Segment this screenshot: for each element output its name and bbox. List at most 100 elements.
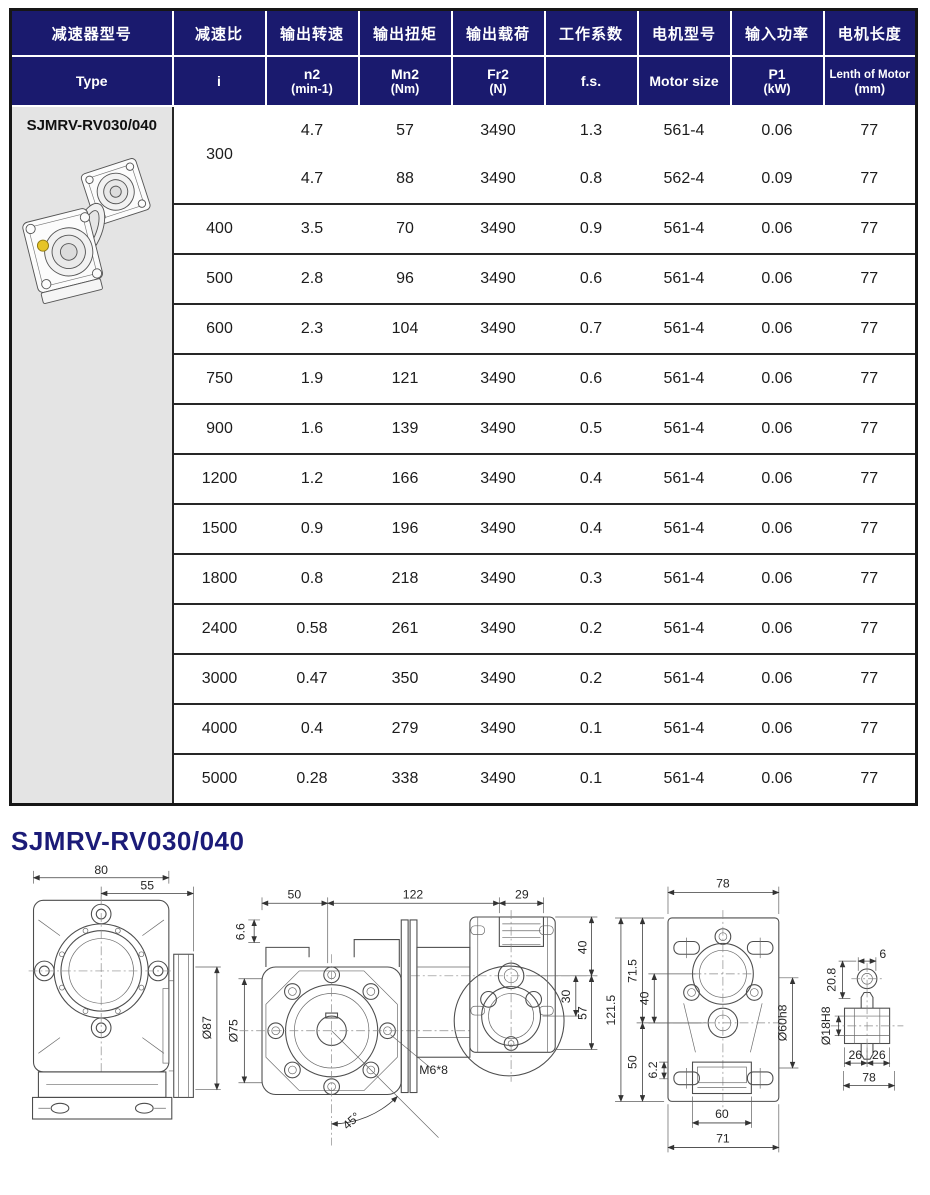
value-cell: 0.28 [265,753,359,805]
spec-table-header: 减速器型号 减速比 输出转速 输出扭矩 输出载荷 工作系数 电机型号 输入功率 … [9,8,918,107]
dim-face-base-w: 71 [716,1132,730,1146]
dim-shaft-key-depth: 20.8 [825,968,839,992]
value-cell: 0.47 [265,653,359,704]
value-cell: 3490 [480,122,516,139]
table-row: 1200 1.2 166 3490 0.4 561-4 0.06 77 [11,453,917,504]
value-cell: 77 [823,603,917,654]
value-cell: 0.2 [544,653,638,704]
dim-front-width: 80 [94,863,108,877]
col-header-en-motor-size: Motor size [636,55,732,107]
dim-side-v-top: 40 [576,940,590,954]
value-cell: 338 [358,753,452,805]
table-row: 1500 0.9 196 3490 0.4 561-4 0.06 77 [11,503,917,554]
dim-face-spigot-dia: Ø60h8 [776,1004,790,1041]
dim-shaft-left-len: 26 [848,1048,862,1062]
value-cell: 0.06 [730,353,824,404]
col-header-cn-motor-length: 电机长度 [822,8,918,57]
table-row: 3000 0.47 350 3490 0.2 561-4 0.06 77 [11,653,917,704]
value-cell: 57 [396,122,414,139]
table-row: 5000 0.28 338 3490 0.1 561-4 0.06 77 [11,753,917,805]
col-header-cn-type: 减速器型号 [9,8,174,57]
dim-shaft-key-w: 6 [879,947,886,961]
oil-plug-icon [36,239,49,252]
value-cell: 77 [823,303,917,354]
dim-front-flange-dia: Ø87 [200,1016,214,1039]
dim-face-overall-h: 121.5 [604,995,618,1026]
value-cell: 96 [358,253,452,304]
value-cell: 0.06 [730,753,824,805]
col-header-en-speed: n2 (min-1) [264,55,360,107]
value-cell: 0.09 [761,170,793,187]
dim-side-pilot-dia: Ø75 [226,1019,240,1042]
technical-drawings: 80 55 [28,863,904,1153]
value-cell: 77 [823,753,917,805]
value-cell: 0.7 [544,303,638,354]
value-cell: 1.6 [265,403,359,454]
value-cell: 77 [823,453,917,504]
col-header-cn-motor-size: 电机型号 [636,8,732,57]
value-cell: 77 [860,170,879,187]
value-cell: 70 [358,203,452,254]
col-header-en-motor-length: Lenth of Motor (mm) [822,55,918,107]
ratio-cell: 600 [171,303,266,354]
value-cell: 1.2 [265,453,359,504]
value-cell: 104 [358,303,452,354]
value-cell: 562-4 [663,170,705,187]
value-cell: 561-4 [637,503,731,554]
value-cell: 561-4 [637,203,731,254]
value-cell: 0.06 [730,553,824,604]
value-cell: 561-4 [637,353,731,404]
dim-side-v-bot: 57 [576,1006,590,1020]
dim-face-upper-h: 71.5 [626,959,640,983]
value-cell: 3490 [451,753,545,805]
value-cell: 561-4 [637,303,731,354]
value-cell: 3490 [451,653,545,704]
value-cell: 1.9 [265,353,359,404]
value-cell: 88 [396,170,414,187]
ratio-cell: 1500 [171,503,266,554]
value-cell: 3490 [451,353,545,404]
col-header-en-load: Fr2 (N) [450,55,546,107]
ratio-cell: 3000 [171,653,266,704]
value-cell: 3490 [451,403,545,454]
ratio-cell: 900 [171,403,266,454]
dim-shaft-bore: Ø18H8 [819,1006,833,1045]
value-cell: 4.7 [300,122,324,139]
value-cell: 0.8 [579,170,603,187]
value-cell: 3490 [480,170,516,187]
value-cell: 0.06 [730,303,824,354]
value-cell: 561-4 [637,753,731,805]
value-cell: 561-4 [637,703,731,754]
value-cell: 0.06 [730,703,824,754]
value-cell: 0.3 [544,553,638,604]
value-cell: 3490 [451,603,545,654]
dim-face-slot-off: 6.2 [646,1061,660,1078]
value-cell: 77 [823,653,917,704]
col-header-en-service-factor: f.s. [543,55,639,107]
dim-side-left: 50 [288,887,302,901]
value-cell: 561-4 [637,653,731,704]
value-cell: 561-4 [637,553,731,604]
table-row: 4.7 88 3490 0.8 562-4 0.09 77 [11,155,917,204]
drawing-front-view: 80 55 [28,863,221,1120]
ratio-cell: 1200 [171,453,266,504]
ratio-cell: 750 [171,353,266,404]
value-cell: 166 [358,453,452,504]
value-cell: 3490 [451,453,545,504]
value-cell: 3490 [451,503,545,554]
dim-side-lug: 6.6 [233,923,247,940]
dim-shaft-total-len: 78 [862,1071,876,1085]
value-cell: 0.06 [730,603,824,654]
table-row: 750 1.9 121 3490 0.6 561-4 0.06 77 [11,353,917,404]
value-cell: 561-4 [637,403,731,454]
value-cell: 77 [823,703,917,754]
value-cell: 279 [358,703,452,754]
value-cell: 0.4 [265,703,359,754]
value-cell: 561-4 [637,253,731,304]
spec-table: 减速器型号 减速比 输出转速 输出扭矩 输出载荷 工作系数 电机型号 输入功率 … [9,8,918,806]
product-front-gearbox [22,208,103,304]
ratio-cell: 5000 [171,753,266,805]
type-cell: SJMRV-RV030/040 [10,106,174,805]
table-row: 900 1.6 139 3490 0.5 561-4 0.06 77 [11,403,917,454]
